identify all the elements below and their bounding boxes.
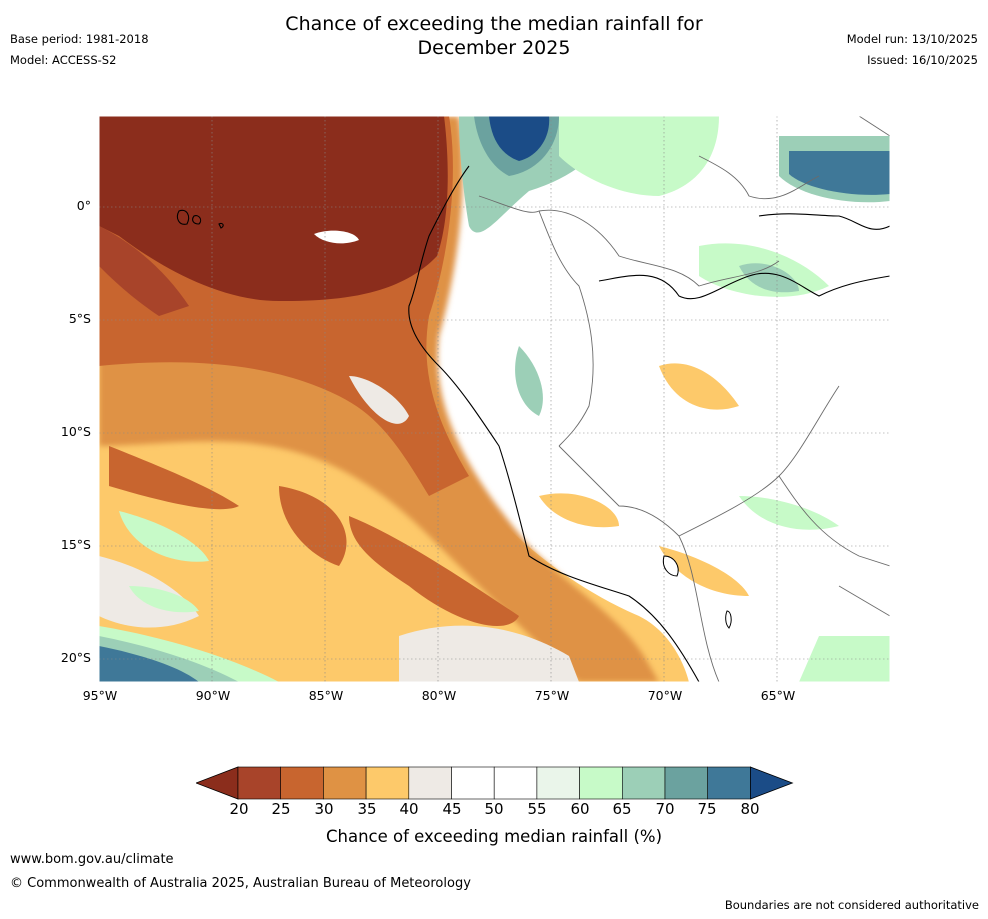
colorbar-segment [365,766,410,800]
colorbar-label: 70 [655,800,675,818]
model-run-date: Model run: 13/10/2025 [846,32,978,46]
title-line-2: December 2025 [417,37,571,59]
lon-tick-65w: 65°W [760,688,796,703]
lon-tick-85w: 85°W [308,688,344,703]
lat-tick-10s: 10°S [60,424,91,439]
colorbar-label: 45 [442,800,462,818]
lat-tick-20s: 20°S [60,650,91,665]
colorbar-segment [451,766,495,800]
lat-tick-15s: 15°S [60,537,91,552]
colorbar-label: 55 [527,800,547,818]
meta-right: Model run: 13/10/2025 Issued: 16/10/2025 [847,29,978,71]
colorbar-label: 65 [612,800,632,818]
colorbar-label: 35 [357,800,377,818]
lat-tick-0: 0° [76,198,91,213]
lon-tick-80w: 80°W [421,688,457,703]
lon-tick-90w: 90°W [195,688,231,703]
colorbar-segment [621,766,666,800]
colorbar-extend-high [750,766,794,800]
country-borders [478,116,890,682]
colorbar-segment [408,766,452,800]
footer-disclaimer: Boundaries are not considered authoritat… [724,898,979,912]
colorbar-segment [579,766,623,800]
colorbar-label: 30 [314,800,334,818]
colorbar-segment [664,766,709,800]
colorbar-label: 60 [570,800,590,818]
colorbar-label: 25 [271,800,291,818]
colorbar-segment [280,766,324,800]
lakes [662,555,732,629]
footer-copyright: © Commonwealth of Australia 2025, Austra… [10,876,471,891]
meta-left: Base period: 1981-2018 Model: ACCESS-S2 [10,29,149,71]
colorbar-segment [237,766,282,800]
colorbar-label: 80 [740,800,760,818]
issued-date: Issued: 16/10/2025 [867,53,978,67]
lat-tick-5s: 5°S [68,311,91,326]
colorbar-segment [493,766,538,800]
inland-dry-patches [539,363,749,596]
colorbar-segment [323,766,367,800]
rainfall-map [99,116,890,682]
title-line-1: Chance of exceeding the median rainfall … [285,13,703,35]
colorbar-label: 20 [229,800,249,818]
colorbar-extend-low [196,766,239,800]
colorbar-segment [707,766,751,800]
map-title: Chance of exceeding the median rainfall … [0,12,988,60]
lon-tick-95w: 95°W [82,688,118,703]
model-name: Model: ACCESS-S2 [10,53,117,67]
footer-url: www.bom.gov.au/climate [10,852,174,867]
lon-tick-75w: 75°W [534,688,570,703]
colorbar-label: 75 [697,800,717,818]
colorbar-label: 40 [399,800,419,818]
colorbar-label: 50 [484,800,504,818]
colorbar-segment [536,766,580,800]
lon-tick-70w: 70°W [647,688,683,703]
colorbar-title: Chance of exceeding median rainfall (%) [325,827,663,846]
coastline [176,165,890,682]
base-period: Base period: 1981-2018 [10,32,149,46]
colorbar [196,766,794,800]
